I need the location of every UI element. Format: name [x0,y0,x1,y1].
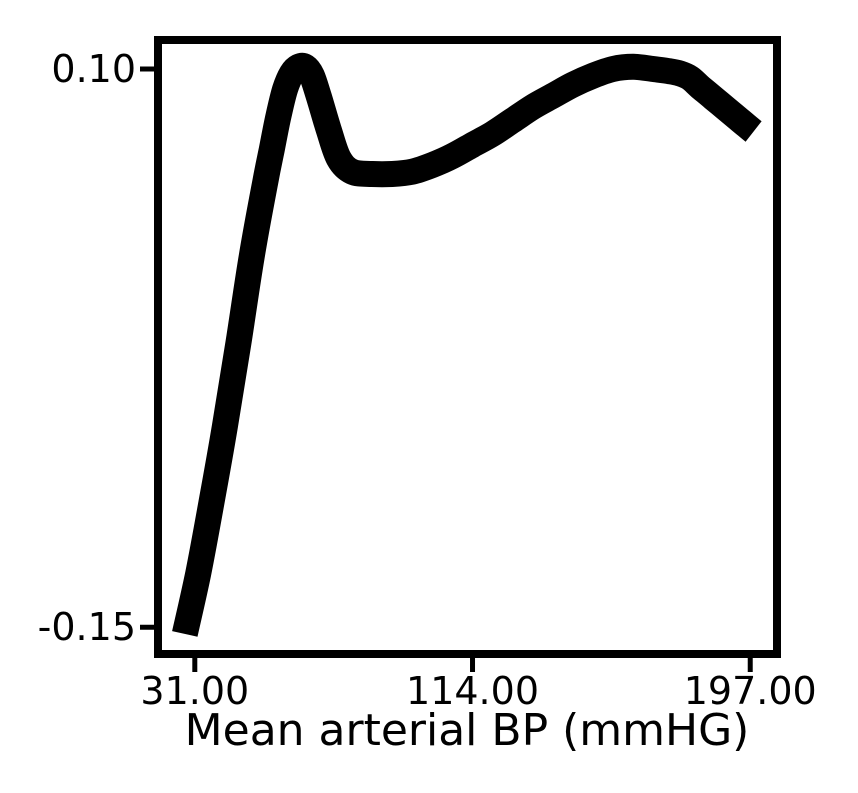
x-tick-label-1: 114.00 [406,669,539,713]
y-tick-label-0: 0.10 [51,47,136,91]
y-tick-label-1: -0.15 [38,605,136,649]
series-layer [172,52,762,637]
series-line-0 [172,52,762,637]
plot-frame [154,36,781,658]
y-axis-ticks: 0.10 -0.15 [38,47,158,649]
x-axis-ticks: 31.00 114.00 197.00 [140,654,817,713]
x-tick-label-0: 31.00 [140,669,249,713]
x-tick-label-2: 197.00 [684,669,817,713]
x-axis-title: Mean arterial BP (mmHG) [185,705,750,756]
